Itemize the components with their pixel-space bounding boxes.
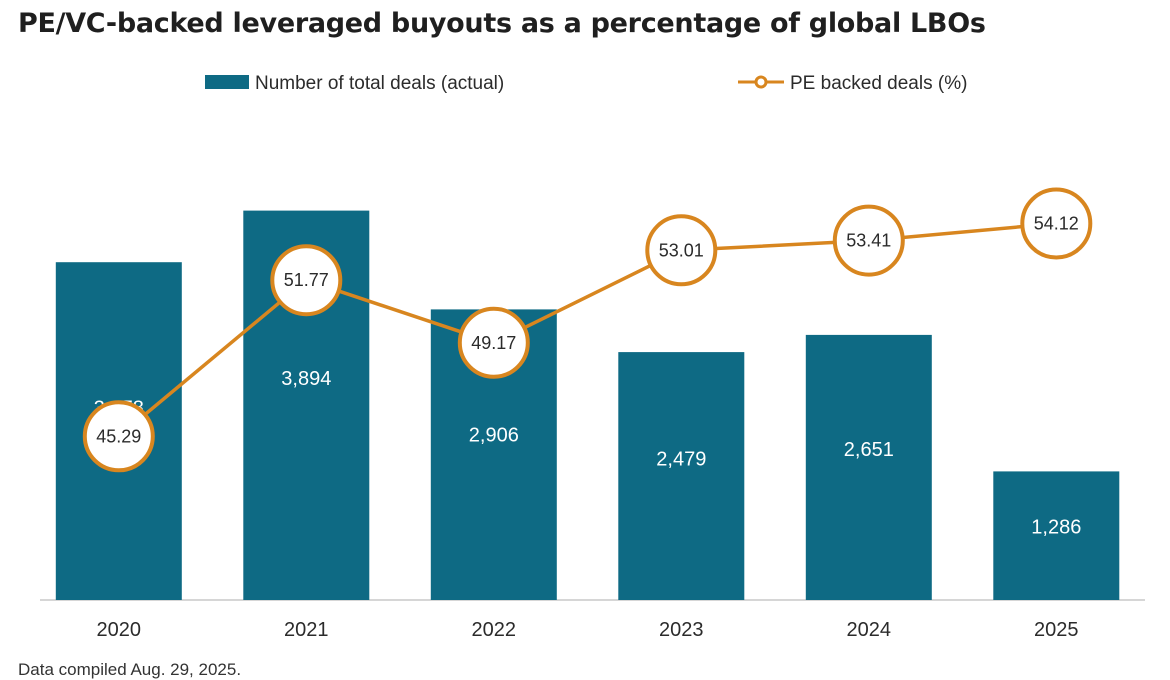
x-tick-2020: 2020 [97, 619, 142, 641]
legend-bar-label: Number of total deals (actual) [255, 73, 504, 94]
pe-value-label-2022: 49.17 [471, 333, 516, 353]
legend-line-marker [754, 75, 768, 89]
legend: Number of total deals (actual) PE backed… [205, 73, 967, 94]
bar-value-label-2022: 2,906 [469, 424, 519, 446]
bar-value-label-2025: 1,286 [1031, 517, 1081, 539]
legend-line-label: PE backed deals (%) [790, 73, 967, 94]
bar-2025 [993, 471, 1120, 600]
x-tick-2025: 2025 [1034, 619, 1079, 641]
legend-bar-swatch [205, 75, 249, 89]
line-layer: 45.29 51.77 49.17 53.01 53.41 54.12 [82, 187, 1093, 473]
pe-marker-2020 [82, 400, 155, 473]
pe-value-label-2020: 45.29 [96, 426, 141, 446]
pe-marker-2022 [457, 306, 530, 379]
x-tick-labels: 2020 2021 2022 2023 2024 2025 [97, 619, 1079, 641]
bar-value-label-2021: 3,894 [281, 368, 331, 390]
pe-value-label-2021: 51.77 [284, 270, 329, 290]
pe-value-label-2025: 54.12 [1034, 214, 1079, 234]
pe-marker-2024 [832, 204, 905, 277]
pe-value-label-2024: 53.41 [846, 231, 891, 251]
chart-title: PE/VC-backed leveraged buyouts as a perc… [18, 8, 986, 39]
bar-value-label-2024: 2,651 [844, 439, 894, 461]
bar-value-label-2023: 2,479 [656, 449, 706, 471]
source-note: Data compiled Aug. 29, 2025. [18, 660, 242, 679]
pe-marker-2025 [1020, 187, 1093, 260]
bar-2024 [805, 334, 932, 600]
x-tick-2024: 2024 [847, 619, 892, 641]
bar-2023 [618, 352, 745, 600]
x-tick-2023: 2023 [659, 619, 704, 641]
x-tick-2022: 2022 [472, 619, 517, 641]
pe-value-label-2023: 53.01 [659, 240, 704, 260]
x-tick-2021: 2021 [284, 619, 329, 641]
pe-marker-2021 [270, 244, 343, 317]
pe-marker-2023 [645, 214, 718, 287]
